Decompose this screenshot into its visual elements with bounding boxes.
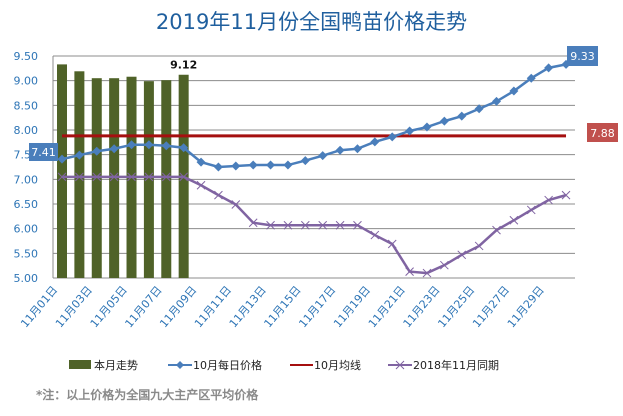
marker-x <box>474 241 484 251</box>
marker-diamond <box>92 146 102 156</box>
marker-diamond <box>318 151 328 161</box>
line-october-daily <box>61 63 567 169</box>
marker-diamond <box>474 104 484 114</box>
marker-x <box>248 218 258 228</box>
marker-diamond <box>439 116 449 126</box>
marker-diamond <box>127 140 137 150</box>
marker-diamond <box>144 140 154 150</box>
label-box <box>29 143 58 161</box>
marker-x <box>318 220 328 230</box>
marker-diamond <box>492 96 501 106</box>
marker-x <box>405 267 414 276</box>
marker-diamond <box>526 73 536 83</box>
marker-x <box>457 250 467 260</box>
marker-x <box>300 220 310 230</box>
marker-diamond <box>266 160 276 170</box>
marker-diamond <box>283 160 293 170</box>
marker-x <box>440 260 449 270</box>
y-tick-label: 7.00 <box>14 173 39 186</box>
marker-diamond <box>74 150 84 160</box>
bar-data-label: 9.12 <box>170 59 197 72</box>
marker-diamond <box>57 154 67 164</box>
legend-label: 10月均线 <box>314 358 361 372</box>
marker-diamond <box>509 86 519 96</box>
marker-x <box>509 215 519 225</box>
marker-x <box>422 268 432 278</box>
marker-x <box>57 172 67 182</box>
bar <box>143 81 154 278</box>
marker-diamond <box>231 161 241 171</box>
legend-x-icon <box>395 360 405 370</box>
marker-diamond <box>387 132 397 142</box>
marker-diamond <box>422 122 432 132</box>
y-tick-label: 6.50 <box>14 198 39 211</box>
marker-x <box>179 172 189 182</box>
bar <box>161 80 172 278</box>
chart-title: 2019年11月份全国鸭苗价格走势 <box>155 10 468 34</box>
blue-first-label: 7.41 <box>31 146 56 159</box>
marker-diamond <box>335 145 345 155</box>
marker-x <box>526 205 536 215</box>
marker-diamond <box>213 162 223 172</box>
marker-x <box>561 190 571 200</box>
marker-diamond <box>370 137 380 147</box>
marker-x <box>370 230 380 240</box>
marker-diamond <box>248 160 258 170</box>
label-box <box>567 46 598 66</box>
bar <box>74 71 85 278</box>
marker-x <box>161 172 171 182</box>
marker-x <box>492 225 501 235</box>
marker-x <box>75 172 84 182</box>
legend-swatch-bar <box>69 360 91 369</box>
marker-x <box>144 172 154 182</box>
marker-x <box>387 239 397 249</box>
marker-diamond <box>352 144 362 154</box>
marker-x <box>196 180 206 190</box>
legend-label: 本月走势 <box>94 358 138 372</box>
marker-x <box>127 172 136 182</box>
marker-x <box>214 190 223 200</box>
marker-x <box>353 220 362 230</box>
marker-diamond <box>109 144 119 154</box>
line-2018-november <box>62 175 567 275</box>
marker-diamond <box>405 126 415 136</box>
legend-diamond-icon <box>176 361 184 369</box>
y-tick-label: 5.00 <box>14 272 39 285</box>
y-tick-label: 8.50 <box>14 99 39 112</box>
y-tick-label: 9.00 <box>14 75 39 88</box>
marker-diamond <box>179 143 189 153</box>
marker-x <box>283 220 293 230</box>
average-label: 7.88 <box>590 127 615 140</box>
marker-x <box>266 220 275 230</box>
bar <box>57 64 67 279</box>
marker-x <box>335 220 345 230</box>
y-tick-label: 6.00 <box>14 223 39 236</box>
marker-x <box>231 200 241 209</box>
marker-diamond <box>457 111 467 121</box>
marker-x <box>109 172 119 182</box>
marker-x <box>544 195 553 205</box>
legend-label: 2018年11月同期 <box>413 358 499 372</box>
marker-x <box>92 172 102 182</box>
marker-diamond <box>300 156 310 166</box>
marker-diamond <box>544 63 554 73</box>
chart-note: *注：以上价格为全国九大主产区平均价格 <box>36 388 259 402</box>
y-tick-label: 5.50 <box>14 247 39 260</box>
y-tick-label: 9.50 <box>14 50 39 63</box>
marker-diamond <box>161 141 171 151</box>
label-box <box>587 123 618 142</box>
x-tick-label: 11月29日 <box>505 284 547 331</box>
y-tick-label: 8.00 <box>14 124 39 137</box>
marker-diamond <box>196 157 206 167</box>
blue-last-label: 9.33 <box>570 50 595 63</box>
legend-label: 10月每日价格 <box>193 358 262 372</box>
